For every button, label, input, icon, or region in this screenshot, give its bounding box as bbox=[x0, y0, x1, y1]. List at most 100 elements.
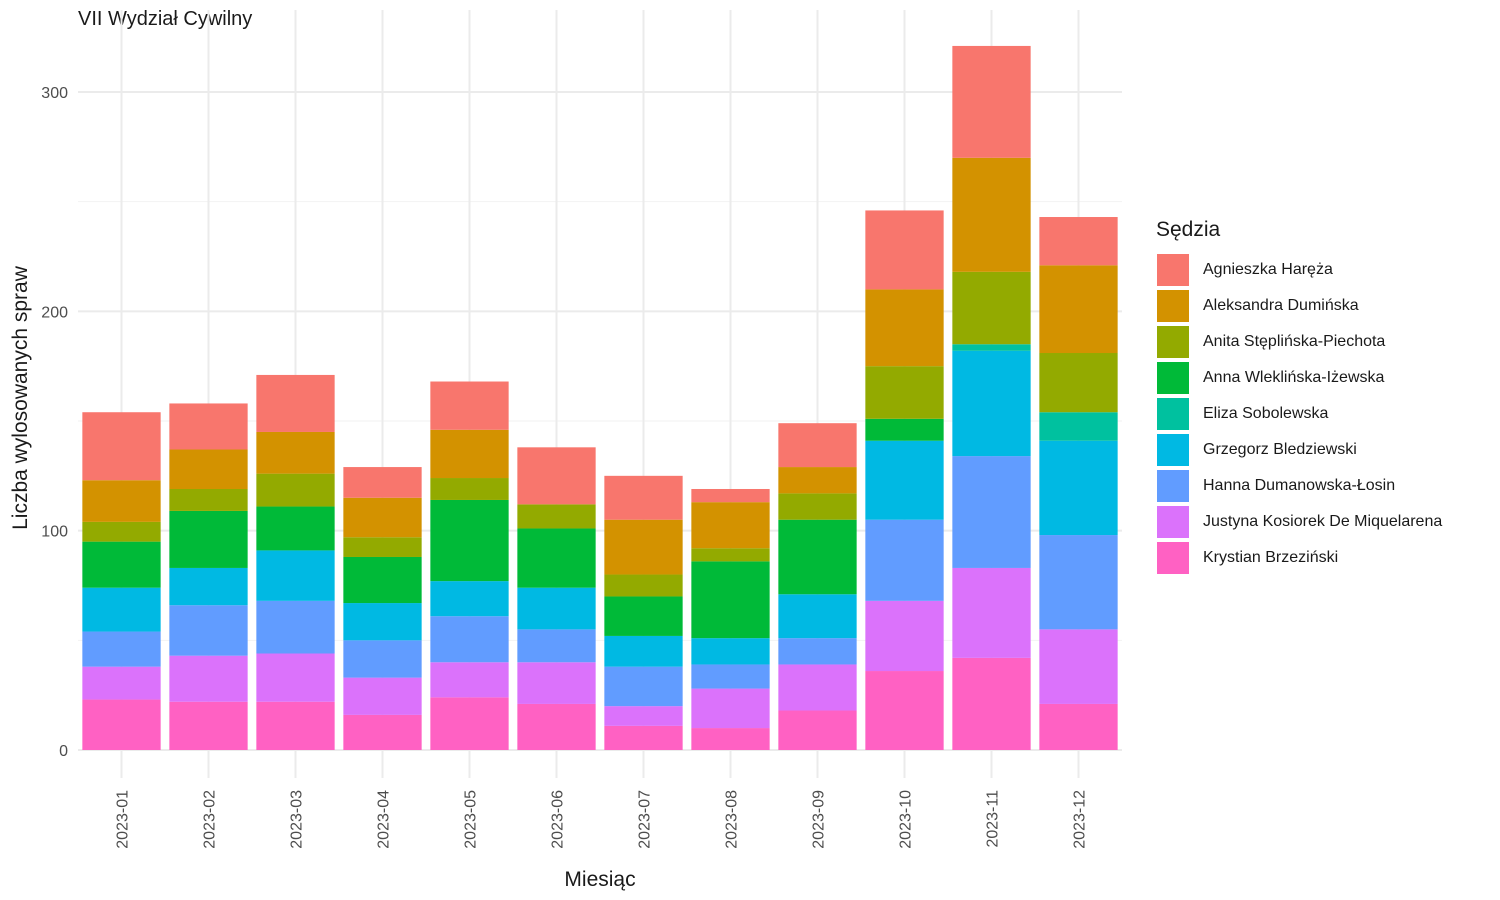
bar-segment bbox=[952, 350, 1031, 457]
x-tick-label: 2023-05 bbox=[463, 790, 480, 849]
bar-segment bbox=[865, 418, 944, 441]
bar-stack-2023-09 bbox=[778, 423, 857, 750]
bar-segment bbox=[343, 603, 422, 641]
bar-segment bbox=[517, 447, 596, 505]
x-axis-label: Miesiąc bbox=[564, 868, 635, 891]
y-tick-label: 0 bbox=[59, 743, 68, 760]
legend-item: Hanna Dumanowska-Łosin bbox=[1156, 468, 1442, 504]
legend-item: Grzegorz Bledziewski bbox=[1156, 432, 1442, 468]
legend-label: Hanna Dumanowska-Łosin bbox=[1203, 477, 1396, 494]
y-tick-label: 200 bbox=[41, 304, 68, 321]
legend-label: Grzegorz Bledziewski bbox=[1203, 441, 1357, 458]
bar-segment bbox=[430, 581, 509, 617]
bar-stack-2023-01 bbox=[82, 412, 161, 750]
bar-segment bbox=[952, 567, 1031, 658]
bar-segment bbox=[517, 662, 596, 704]
bar-segment bbox=[1039, 703, 1118, 750]
bar-segment bbox=[82, 521, 161, 542]
bar-segment bbox=[517, 587, 596, 630]
bar-stack-2023-05 bbox=[430, 381, 509, 750]
bar-segment bbox=[169, 605, 248, 656]
legend-key bbox=[1156, 325, 1190, 359]
x-tick-label: 2023-06 bbox=[550, 790, 567, 849]
bar-stacks bbox=[82, 45, 1118, 750]
x-tick-label: 2023-10 bbox=[898, 790, 915, 849]
bar-segment bbox=[517, 629, 596, 663]
bar-segment bbox=[604, 635, 683, 667]
bar-segment bbox=[82, 587, 161, 632]
bar-segment bbox=[604, 706, 683, 726]
bar-segment bbox=[604, 725, 683, 750]
bar-segment bbox=[517, 703, 596, 750]
bar-segment bbox=[691, 664, 770, 689]
bar-segment bbox=[343, 556, 422, 604]
bar-segment bbox=[604, 574, 683, 597]
legend-key bbox=[1156, 289, 1190, 323]
bar-segment bbox=[256, 374, 335, 432]
bar-segment bbox=[169, 655, 248, 702]
x-tick-label: 2023-09 bbox=[811, 790, 828, 849]
bar-segment bbox=[169, 510, 248, 568]
x-tick-label: 2023-04 bbox=[376, 790, 393, 849]
y-tick-label: 300 bbox=[41, 85, 68, 102]
legend-label: Krystian Brzeziński bbox=[1203, 549, 1339, 566]
bar-segment bbox=[343, 677, 422, 715]
bar-segment bbox=[604, 519, 683, 575]
bar-segment bbox=[82, 480, 161, 522]
bar-segment bbox=[1039, 412, 1118, 441]
bar-segment bbox=[82, 666, 161, 700]
legend-item: Anita Stęplińska-Piechota bbox=[1156, 324, 1442, 360]
bar-stack-2023-10 bbox=[865, 210, 944, 750]
legend-label: Anita Stęplińska-Piechota bbox=[1203, 333, 1386, 350]
bar-segment bbox=[778, 423, 857, 468]
bar-segment bbox=[952, 45, 1031, 158]
legend-label: Justyna Kosiorek De Miquelarena bbox=[1203, 513, 1443, 530]
bar-segment bbox=[604, 666, 683, 707]
bar-segment bbox=[169, 567, 248, 606]
bar-segment bbox=[82, 412, 161, 481]
bar-segment bbox=[691, 688, 770, 729]
bar-segment bbox=[169, 488, 248, 511]
legend-label: Agnieszka Haręża bbox=[1203, 261, 1333, 278]
x-tick-label: 2023-07 bbox=[637, 790, 654, 849]
legend-key bbox=[1156, 541, 1190, 575]
bar-segment bbox=[604, 596, 683, 636]
bar-segment bbox=[430, 381, 509, 430]
bar-segment bbox=[343, 467, 422, 498]
bar-segment bbox=[1039, 265, 1118, 354]
bar-segment bbox=[952, 456, 1031, 568]
bar-segment bbox=[517, 528, 596, 588]
bar-segment bbox=[691, 488, 770, 503]
legend-item: Eliza Sobolewska bbox=[1156, 396, 1442, 432]
bar-segment bbox=[430, 697, 509, 750]
bar-segment bbox=[865, 366, 944, 419]
bar-segment bbox=[778, 710, 857, 750]
bar-segment bbox=[952, 344, 1031, 351]
bar-segment bbox=[343, 640, 422, 678]
bar-segment bbox=[691, 728, 770, 750]
bar-segment bbox=[865, 210, 944, 290]
bar-stack-2023-12 bbox=[1039, 217, 1118, 750]
bar-segment bbox=[604, 475, 683, 520]
x-tick-label: 2023-11 bbox=[985, 790, 1002, 848]
legend-title: Sędzia bbox=[1156, 218, 1221, 241]
x-tick-label: 2023-02 bbox=[202, 790, 219, 849]
y-tick-label: 100 bbox=[41, 524, 68, 541]
bar-segment bbox=[256, 473, 335, 507]
x-tick-label: 2023-03 bbox=[289, 790, 306, 849]
bar-stack-2023-07 bbox=[604, 475, 683, 750]
bar-segment bbox=[82, 631, 161, 667]
bar-segment bbox=[865, 289, 944, 367]
bar-segment bbox=[169, 403, 248, 450]
bar-segment bbox=[952, 157, 1031, 272]
bar-segment bbox=[952, 657, 1031, 750]
y-axis-label: Liczba wylosowanych spraw bbox=[9, 265, 32, 530]
bar-segment bbox=[778, 638, 857, 665]
bar-segment bbox=[430, 662, 509, 698]
bar-stack-2023-08 bbox=[691, 488, 770, 750]
x-tick-label: 2023-08 bbox=[724, 790, 741, 849]
bar-segment bbox=[256, 653, 335, 702]
bar-segment bbox=[430, 499, 509, 582]
bar-segment bbox=[256, 600, 335, 654]
legend-key bbox=[1156, 253, 1190, 287]
